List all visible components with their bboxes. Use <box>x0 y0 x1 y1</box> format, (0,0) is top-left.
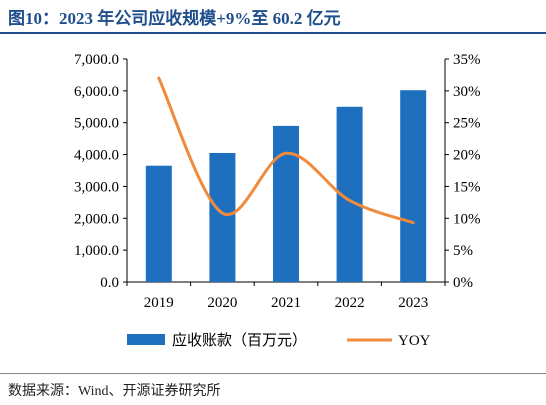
x-tick-label: 2020 <box>207 295 237 311</box>
left-tick-label: 6,000.0 <box>74 84 119 100</box>
left-tick-label: 0.0 <box>100 275 119 291</box>
x-tick-label: 2022 <box>335 295 365 311</box>
right-tick-label: 20% <box>453 148 481 164</box>
yoy-line-layer <box>157 76 415 225</box>
left-tick-label: 7,000.0 <box>74 52 119 68</box>
source-note: 数据来源：Wind、开源证券研究所 <box>8 384 221 399</box>
x-tick-label: 2023 <box>398 295 428 311</box>
x-tick-label: 2021 <box>271 295 301 311</box>
left-tick-label: 4,000.0 <box>74 148 119 164</box>
right-tick-label: 30% <box>453 84 481 100</box>
left-tick-label: 5,000.0 <box>74 116 119 132</box>
bar-receivables <box>273 125 299 283</box>
bar-receivables <box>209 152 236 282</box>
legend-bar-label: 应收账款（百万元） <box>172 331 307 349</box>
bar-receivables <box>145 165 172 282</box>
chart-svg: 0.0 1,000.0 2,000.0 3,000.0 4,000.0 5,000.0 6,… <box>74 52 481 349</box>
left-tick-label: 1,000.0 <box>74 243 119 259</box>
legend-bar-swatch <box>127 334 165 345</box>
legend-line-label: YOY <box>398 333 431 349</box>
right-tick-label: 0% <box>453 275 473 291</box>
yoy-line <box>157 76 415 225</box>
right-tick-label: 35% <box>453 52 481 68</box>
bars <box>145 90 427 283</box>
right-tick-label: 25% <box>453 116 481 132</box>
right-tick-label: 10% <box>453 211 481 227</box>
right-tick-label: 15% <box>453 179 481 195</box>
left-tick-label: 2,000.0 <box>74 211 119 227</box>
x-tick-label: 2019 <box>144 295 174 311</box>
legend: 应收账款（百万元） YOY <box>127 331 431 349</box>
title-divider <box>0 32 546 34</box>
right-tick-label: 5% <box>453 243 473 259</box>
axes: 0.0 1,000.0 2,000.0 3,000.0 4,000.0 5,000.0 6,… <box>74 52 481 311</box>
bar-receivables <box>400 90 427 282</box>
figure-title: 图10：2023 年公司应收规模+9%至 60.2 亿元 <box>8 9 341 28</box>
bottom-divider <box>0 373 546 374</box>
left-tick-label: 3,000.0 <box>74 179 119 195</box>
